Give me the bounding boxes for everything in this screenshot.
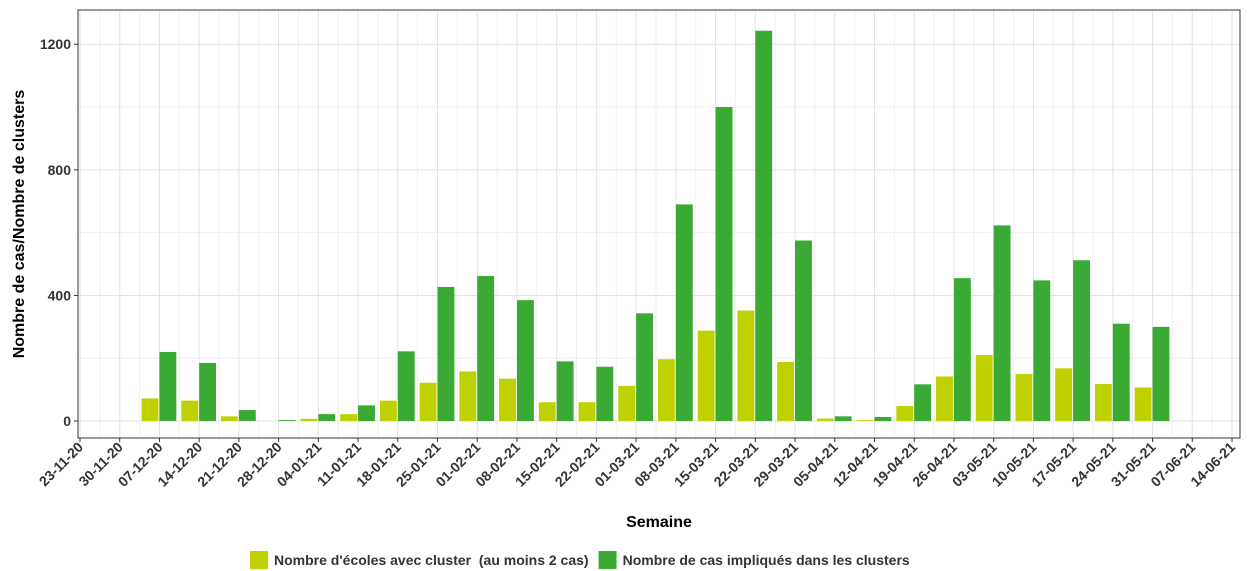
bar bbox=[715, 107, 733, 422]
bar bbox=[1015, 373, 1033, 422]
bar bbox=[516, 300, 534, 422]
x-axis-title: Semaine bbox=[626, 514, 692, 531]
y-tick-label: 400 bbox=[48, 287, 72, 303]
bar bbox=[975, 355, 993, 422]
legend-swatch bbox=[598, 551, 617, 569]
bar bbox=[159, 351, 177, 422]
bar bbox=[477, 275, 495, 422]
bar bbox=[1055, 368, 1073, 422]
bar bbox=[834, 416, 852, 422]
bar bbox=[437, 286, 455, 422]
bar bbox=[795, 240, 812, 422]
y-axis-title: Nombre de cas/Nombre de clusters bbox=[11, 90, 28, 359]
bar bbox=[657, 359, 675, 422]
bar bbox=[896, 405, 914, 422]
bar bbox=[755, 30, 773, 422]
bar bbox=[953, 278, 971, 422]
bar bbox=[300, 418, 318, 422]
legend-label: Nombre de cas impliqués dans les cluster… bbox=[623, 552, 910, 568]
bar bbox=[318, 414, 336, 422]
bar bbox=[936, 376, 953, 422]
bar bbox=[538, 402, 556, 422]
bar bbox=[993, 225, 1011, 422]
y-tick-label: 800 bbox=[48, 162, 72, 178]
bar bbox=[1073, 260, 1090, 422]
bar bbox=[1152, 326, 1170, 422]
x-tick-label: 14-06-21 bbox=[1187, 439, 1238, 490]
bar bbox=[1033, 280, 1051, 422]
bar bbox=[856, 420, 874, 422]
bar bbox=[340, 414, 358, 422]
bar bbox=[737, 310, 755, 422]
bar bbox=[199, 362, 217, 422]
bar bbox=[181, 400, 199, 422]
bar bbox=[675, 204, 693, 422]
bar bbox=[419, 382, 437, 422]
bar bbox=[914, 384, 932, 422]
bar bbox=[556, 361, 574, 422]
bar bbox=[816, 418, 834, 422]
bar bbox=[874, 416, 892, 422]
bar bbox=[221, 416, 238, 422]
bar bbox=[578, 402, 596, 422]
bar bbox=[278, 420, 296, 422]
y-tick-label: 0 bbox=[63, 413, 71, 429]
bar bbox=[397, 351, 415, 422]
y-tick-label: 1200 bbox=[40, 36, 71, 52]
bar bbox=[1094, 383, 1112, 422]
legend-label: Nombre d'écoles avec cluster (au moins 2… bbox=[274, 552, 589, 568]
plot-border bbox=[77, 9, 1241, 439]
bar bbox=[1112, 323, 1130, 422]
bar bbox=[499, 378, 516, 422]
bar bbox=[777, 362, 795, 422]
bar bbox=[238, 410, 256, 422]
bar bbox=[636, 313, 654, 422]
bar bbox=[697, 330, 715, 422]
legend: Nombre d'écoles avec cluster (au moins 2… bbox=[250, 551, 910, 569]
legend-swatch bbox=[250, 551, 268, 569]
bar bbox=[1134, 387, 1152, 422]
bar bbox=[596, 366, 614, 422]
bar bbox=[141, 398, 159, 422]
bar bbox=[379, 400, 397, 422]
bar bbox=[459, 371, 477, 422]
bar bbox=[618, 385, 636, 422]
bar bbox=[358, 405, 375, 422]
